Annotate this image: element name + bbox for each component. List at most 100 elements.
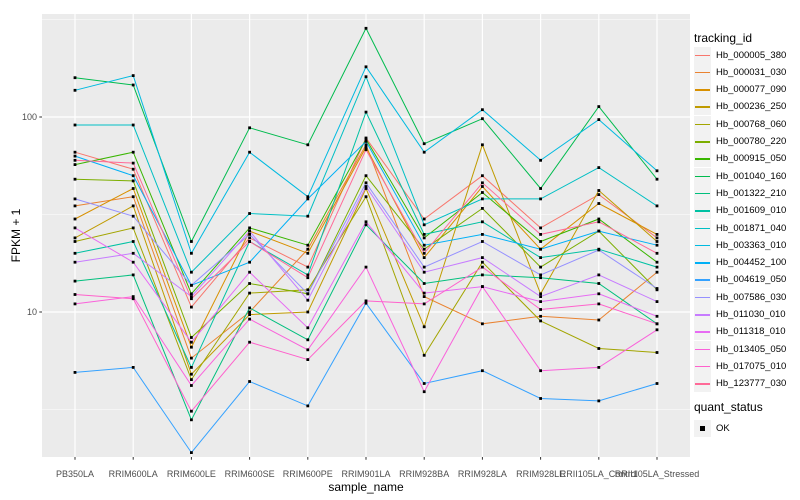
series-color-key-icon — [694, 323, 711, 341]
data-point — [190, 297, 193, 301]
data-point — [481, 369, 484, 373]
data-point — [131, 251, 135, 255]
data-point — [364, 174, 368, 178]
y-axis-title: FPKM + 1 — [9, 208, 23, 262]
data-point — [190, 283, 193, 287]
data-point — [422, 291, 426, 295]
data-point — [655, 260, 659, 264]
data-point — [190, 409, 193, 413]
data-point — [597, 189, 601, 192]
data-point — [481, 197, 484, 201]
data-point — [422, 353, 426, 357]
legend-item-Hb_000005_380: Hb_000005_380 — [694, 46, 786, 64]
data-point — [306, 404, 310, 408]
x-tick-label: RRIM600LE — [167, 469, 216, 479]
data-point — [73, 163, 77, 166]
data-point — [131, 204, 135, 208]
data-point — [248, 282, 251, 285]
data-point — [73, 251, 77, 255]
data-point — [190, 451, 193, 454]
data-point — [422, 325, 426, 329]
data-point — [597, 229, 601, 233]
data-point — [306, 273, 310, 277]
data-point — [539, 319, 542, 323]
legend-item-label: Hb_004452_100 — [716, 257, 787, 269]
data-point — [364, 299, 368, 303]
data-point — [190, 418, 193, 422]
data-point — [481, 191, 484, 194]
data-point — [539, 295, 542, 298]
legend-item-Hb_003363_010: Hb_003363_010 — [694, 236, 787, 254]
series-color-key-icon — [694, 184, 711, 202]
data-point — [306, 276, 310, 280]
series-color-key-icon — [694, 288, 711, 306]
legend-item-Hb_011318_010: Hb_011318_010 — [694, 323, 786, 341]
series-color-key-icon — [694, 271, 711, 289]
data-point — [364, 137, 368, 141]
legend-item-label: Hb_007586_030 — [716, 291, 787, 303]
x-tick-label: RRIM600SE — [225, 469, 275, 479]
data-point — [655, 270, 659, 274]
legend-item-label: Hb_004619_050 — [716, 274, 787, 286]
data-point — [248, 150, 251, 154]
legend-item-label: Hb_001322_210 — [716, 187, 787, 199]
data-point — [306, 310, 310, 314]
series-color-key-icon — [694, 340, 711, 358]
legend-title-tracking-id: tracking_id — [694, 31, 753, 45]
data-point — [364, 265, 368, 269]
legend-item-label: Hb_017075_010 — [716, 360, 787, 372]
data-point — [306, 143, 310, 147]
data-point — [481, 285, 484, 288]
data-point — [422, 142, 426, 146]
data-point — [364, 110, 368, 114]
legend-item-label: Hb_001609_010 — [716, 205, 787, 217]
data-point — [248, 313, 251, 316]
legend-item-Hb_017075_010: Hb_017075_010 — [694, 357, 787, 375]
data-point — [190, 356, 193, 360]
data-point — [131, 366, 135, 369]
data-point — [597, 166, 601, 169]
data-point — [539, 256, 542, 259]
data-point — [422, 223, 426, 227]
legend-item-ok: OK — [694, 420, 730, 437]
data-point — [73, 154, 77, 158]
x-axis-title: sample_name — [328, 480, 404, 494]
data-point — [655, 243, 659, 247]
data-point — [364, 195, 368, 199]
data-point — [73, 293, 77, 296]
data-point — [422, 236, 426, 240]
x-tick-label: PB350LA — [56, 469, 94, 479]
data-point — [73, 260, 77, 264]
data-point — [364, 65, 368, 69]
data-point — [422, 295, 426, 298]
legend-item-Hb_000031_030: Hb_000031_030 — [694, 63, 786, 81]
data-point — [364, 26, 368, 30]
data-point — [131, 240, 135, 243]
x-tick-label: RRII105LA_Control — [560, 469, 638, 479]
series-color-key-icon — [694, 167, 711, 185]
legend-item-Hb_000768_060: Hb_000768_060 — [694, 115, 786, 133]
data-point — [422, 270, 426, 274]
data-point — [655, 314, 659, 318]
data-point — [248, 260, 251, 264]
data-point — [481, 185, 484, 188]
data-point — [481, 220, 484, 224]
data-point — [190, 295, 193, 298]
data-point — [597, 118, 601, 121]
data-point — [481, 233, 484, 236]
legend-item-Hb_000236_250: Hb_000236_250 — [694, 98, 786, 116]
data-point — [190, 270, 193, 274]
data-point — [190, 251, 193, 255]
data-point — [73, 123, 77, 127]
data-point — [655, 169, 659, 173]
data-point — [364, 140, 368, 143]
data-point — [73, 88, 77, 92]
data-point — [73, 150, 77, 154]
data-point — [597, 366, 601, 369]
data-point — [422, 243, 426, 247]
data-point — [655, 177, 659, 181]
legend-item-label: Hb_003363_010 — [716, 239, 787, 251]
quant-ok-key-icon — [694, 420, 711, 437]
data-point — [131, 150, 135, 154]
